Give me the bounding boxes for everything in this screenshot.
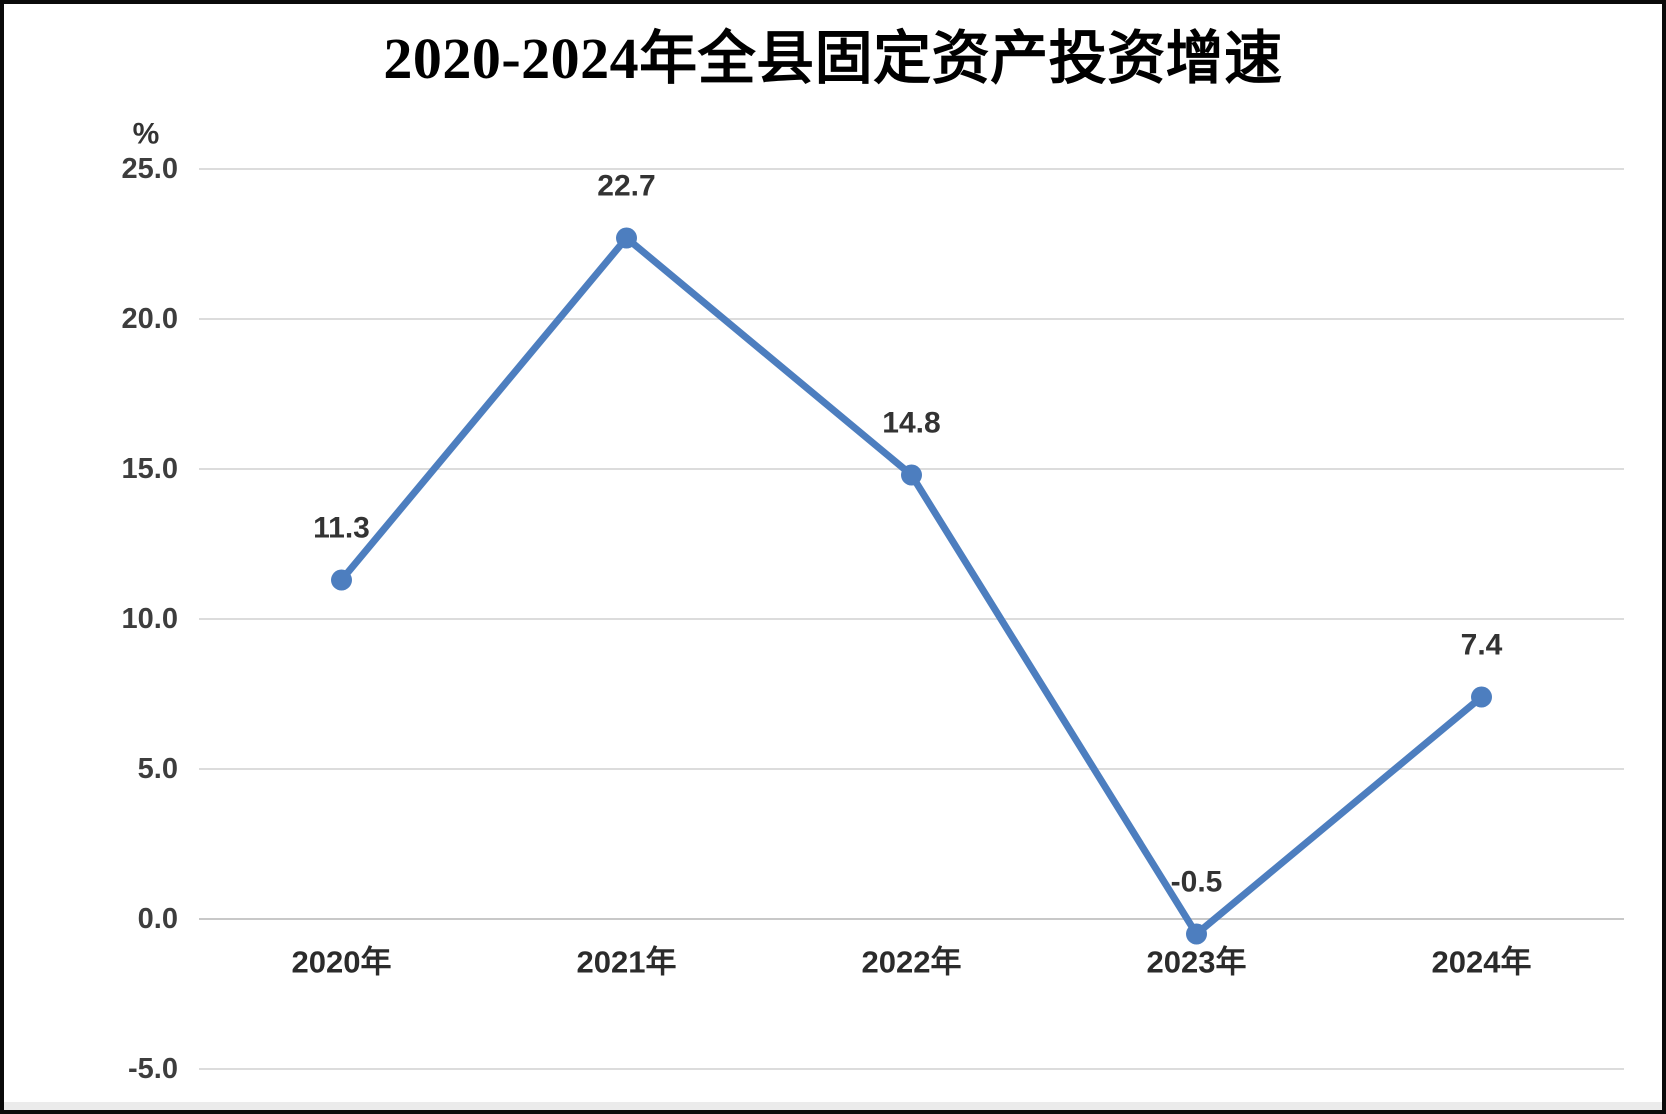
data-point-marker — [616, 227, 637, 249]
x-tick-label: 2022年 — [862, 945, 962, 980]
data-point-label: -0.5 — [1171, 866, 1223, 899]
y-tick-label: 20.0 — [122, 303, 178, 335]
y-tick-label: 0.0 — [138, 903, 178, 935]
data-point-label: 22.7 — [597, 170, 655, 203]
bottom-edge-strip — [4, 1102, 1662, 1110]
data-point-marker — [1471, 686, 1492, 708]
x-tick-label: 2023年 — [1147, 945, 1247, 980]
chart-title: 2020-2024年全县固定资产投资增速 — [383, 26, 1283, 91]
data-point-marker — [901, 464, 922, 486]
x-tick-label: 2021年 — [577, 945, 677, 980]
y-tick-label: 5.0 — [138, 753, 178, 785]
data-point-label: 14.8 — [882, 407, 940, 440]
y-tick-label: 15.0 — [122, 453, 178, 485]
y-tick-label: 25.0 — [122, 153, 178, 185]
x-tick-label: 2024年 — [1432, 945, 1532, 980]
series-line — [338, 234, 1485, 938]
y-tick-label: 10.0 — [122, 603, 178, 635]
y-axis-unit-label: % — [133, 118, 160, 151]
data-point-label: 7.4 — [1461, 629, 1503, 662]
data-point-marker — [1186, 923, 1207, 945]
chart-canvas: 25.0 20.0 15.0 10.0 5.0 0.0 -5.0% 2020年 2021年 202… — [122, 118, 1624, 1085]
x-tick-label: 2020年 — [292, 945, 392, 980]
data-point-label: 11.3 — [313, 512, 370, 545]
y-tick-label: -5.0 — [128, 1053, 178, 1085]
data-point-marker — [331, 569, 352, 591]
